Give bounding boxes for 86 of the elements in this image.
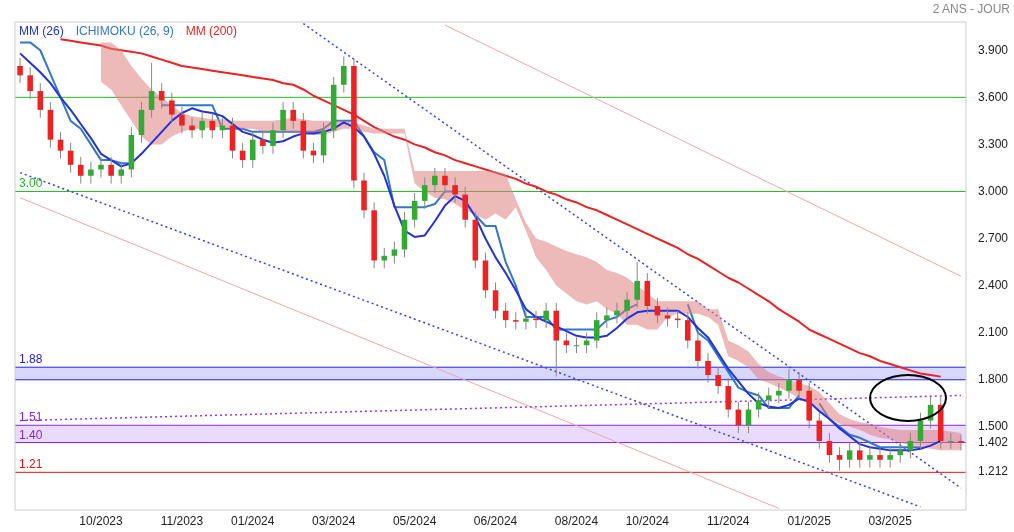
candlestick — [604, 307, 610, 329]
candlestick — [37, 82, 44, 119]
y-tick-label: 3.300 — [978, 136, 1009, 151]
candlestick — [755, 391, 762, 418]
candlestick — [88, 161, 94, 185]
candlestick — [290, 101, 296, 130]
x-tick-label: 11/2023 — [160, 513, 204, 528]
candlestick — [715, 366, 721, 395]
candlestick — [179, 106, 185, 134]
candlestick — [867, 446, 873, 469]
candlestick — [856, 442, 863, 469]
candlestick — [169, 92, 175, 123]
candlestick — [836, 446, 843, 472]
candlestick — [846, 442, 853, 469]
candlestick — [958, 434, 964, 451]
candlestick — [341, 56, 347, 94]
candlestick — [664, 307, 671, 327]
x-tick-label: 05/2024 — [392, 513, 437, 528]
candlestick — [57, 131, 64, 160]
candlestick — [624, 291, 630, 320]
text: 2 ANS - JOUR — [932, 2, 1010, 16]
x-tick-label: 01/2024 — [231, 513, 275, 528]
ref-line-label: 1.40 — [19, 427, 43, 442]
x-tick-label: 03/2024 — [311, 513, 356, 528]
candlestick — [614, 302, 620, 324]
y-tick-label: 1.212 — [978, 464, 1009, 479]
candlestick — [17, 57, 23, 84]
ref-line-label: 3.00 — [19, 176, 43, 191]
candlestick — [634, 261, 640, 309]
x-tick-label: 10/2023 — [79, 513, 123, 528]
ref-line-label: 1.88 — [19, 352, 43, 367]
x-tick-label: 08/2024 — [554, 513, 599, 528]
candlestick — [98, 156, 104, 178]
candlestick — [492, 281, 499, 320]
x-tick-label: 11/2024 — [707, 513, 750, 528]
candlestick — [411, 192, 418, 229]
candlestick — [593, 311, 600, 349]
candlestick — [877, 446, 883, 469]
y-tick-label: 3.900 — [978, 42, 1009, 57]
text: ICHIMOKU (26, 9) — [73, 24, 176, 38]
candlestick — [452, 176, 458, 203]
candlestick — [695, 332, 701, 370]
candlestick — [77, 156, 84, 185]
candlestick — [765, 387, 772, 409]
y-tick-label: 2.100 — [978, 325, 1009, 339]
ref-line-label: 1.51 — [19, 410, 43, 425]
x-tick-label: 10/2024 — [625, 513, 670, 528]
text: MM (200) — [183, 24, 240, 38]
candlestick — [776, 382, 782, 404]
y-tick-label: 1.402 — [978, 434, 1009, 449]
candlestick — [108, 156, 114, 185]
candlestick — [118, 161, 125, 185]
candlestick — [513, 311, 519, 331]
candlestick — [786, 368, 792, 400]
y-tick-label: 1.500 — [978, 419, 1009, 434]
x-tick-label: 03/2025 — [868, 513, 913, 528]
candlestick — [421, 176, 428, 210]
candlestick — [442, 167, 448, 194]
x-tick-label: 06/2024 — [473, 513, 518, 528]
y-tick-label: 3.600 — [978, 89, 1009, 104]
candlestick — [381, 247, 388, 269]
y-tick-label: 2.400 — [978, 277, 1009, 292]
candlestick — [887, 446, 893, 469]
candlestick — [249, 131, 256, 169]
candlestick — [148, 62, 155, 119]
candlestick — [897, 442, 904, 464]
candlestick — [796, 371, 802, 400]
candlestick — [189, 117, 195, 139]
candlestick — [948, 432, 954, 450]
candlestick — [705, 352, 711, 384]
candlestick — [27, 67, 33, 100]
candlestick — [260, 131, 266, 155]
candlestick — [270, 121, 276, 155]
candlestick — [523, 310, 529, 331]
y-tick-label: 3.000 — [978, 183, 1009, 198]
x-tick-label: 01/2025 — [787, 513, 832, 528]
candlestick — [685, 311, 691, 349]
candlestick — [543, 302, 549, 329]
candlestick — [725, 377, 732, 418]
y-tick-label: 1.800 — [978, 372, 1009, 387]
candlestick — [280, 101, 286, 139]
candlestick — [199, 112, 205, 139]
candlestick — [432, 167, 438, 194]
ref-line-label: 1.21 — [19, 457, 43, 472]
series-label: MM (26) — [17, 24, 66, 38]
y-tick-label: 2.700 — [978, 230, 1009, 245]
